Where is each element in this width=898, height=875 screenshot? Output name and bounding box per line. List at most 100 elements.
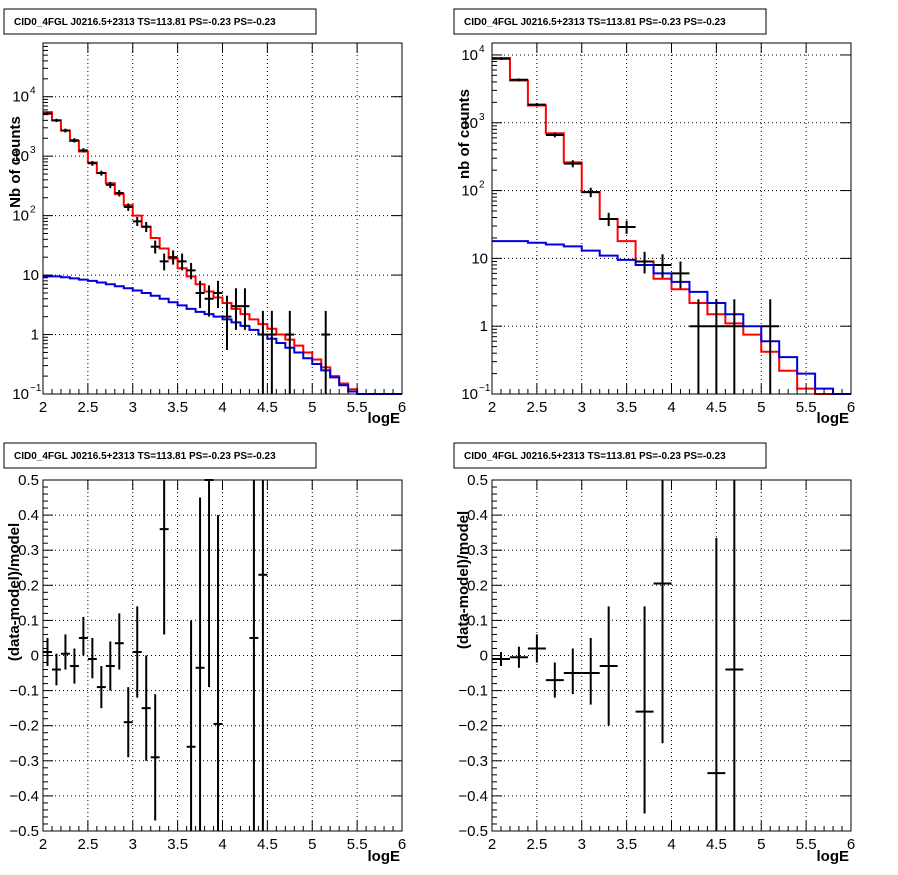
y-tick-label: 10	[22, 267, 39, 284]
y-tick-label: 0.1	[18, 612, 39, 629]
data-point	[213, 515, 223, 831]
panel-title: CID0_4FGL J0216.5+2313 TS=113.81 PS=-0.2…	[464, 17, 726, 28]
grid	[492, 480, 851, 831]
grid	[492, 43, 851, 394]
data-point	[653, 480, 672, 744]
data-point	[195, 280, 205, 308]
data-point	[114, 613, 124, 670]
x-tick-label: 6	[847, 399, 855, 416]
y-tick-label: −0.4	[458, 788, 488, 805]
x-tick-label: 6	[398, 836, 406, 853]
data-point	[186, 262, 196, 280]
data-point	[707, 537, 726, 831]
data-point	[581, 187, 600, 198]
data-point	[150, 240, 160, 254]
x-tick-label: 3	[129, 399, 137, 416]
x-tick-label: 3.5	[616, 836, 637, 853]
data-point	[599, 606, 618, 726]
data-point	[51, 118, 61, 123]
data-point	[87, 160, 97, 166]
model-background-line	[492, 240, 851, 395]
data-point	[492, 651, 510, 667]
data-point	[492, 57, 510, 60]
data-point	[213, 280, 223, 308]
panel-title-box	[3, 442, 317, 469]
x-axis-label: logE	[817, 848, 850, 865]
data-points	[43, 479, 268, 831]
x-tick-label: 5.5	[796, 399, 817, 416]
data-point	[249, 480, 259, 831]
data-point	[285, 310, 295, 394]
data-point	[186, 620, 196, 831]
data-point	[141, 655, 151, 761]
data-point	[509, 78, 528, 82]
y-tick-label: 10	[461, 115, 478, 132]
x-tick-label: 4	[667, 836, 675, 853]
y-tick-exponent: 2	[479, 180, 485, 191]
data-point	[581, 637, 600, 705]
x-tick-label: 5.5	[347, 399, 368, 416]
data-point	[258, 310, 268, 394]
y-tick-label: 0.2	[467, 577, 488, 594]
data-point	[141, 222, 151, 233]
x-tick-label: 5	[308, 836, 316, 853]
x-tick-label: 4.5	[706, 399, 727, 416]
x-tick-label: 2.5	[77, 399, 98, 416]
y-tick-label: 0.5	[467, 472, 488, 489]
y-tick-label: 1	[480, 318, 488, 335]
data-point	[671, 261, 690, 289]
data-point	[258, 480, 268, 831]
data-point	[240, 288, 250, 330]
y-tick-exponent: 4	[30, 86, 36, 97]
data-point	[78, 616, 88, 656]
x-tick-label: 5	[757, 836, 765, 853]
x-tick-label: 3.5	[167, 836, 188, 853]
data-point	[195, 497, 205, 831]
y-tick-label: 0.3	[467, 542, 488, 559]
data-point	[123, 687, 133, 758]
data-point	[159, 480, 169, 635]
model-background-line	[43, 275, 402, 395]
y-tick-label: 10	[12, 386, 29, 403]
y-tick-label: 0.4	[18, 507, 39, 524]
data-point	[150, 694, 160, 821]
panel-title-box	[3, 8, 317, 35]
panel-title-box	[453, 8, 767, 35]
data-point	[51, 653, 61, 686]
panel-title: CID0_4FGL J0216.5+2313 TS=113.81 PS=-0.2…	[464, 451, 726, 462]
y-tick-exponent: −1	[479, 383, 491, 394]
y-axis-label: nb of counts	[456, 89, 473, 179]
y-tick-label: −0.2	[458, 718, 488, 735]
y-tick-label: −0.5	[458, 823, 488, 840]
y-axis-ticks: −0.5 −0.4 −0.3 −0.2 −0.1 0 0.1 0.2 0.3 0.4 0.5	[458, 472, 851, 840]
x-tick-label: 6	[847, 836, 855, 853]
y-tick-exponent: 3	[30, 145, 36, 156]
data-point	[60, 634, 70, 670]
data-point	[527, 103, 546, 107]
y-tick-label: 10	[461, 183, 478, 200]
data-point	[321, 310, 331, 394]
y-tick-label: 10	[12, 89, 29, 106]
data-point	[159, 253, 169, 271]
data-point	[204, 479, 214, 688]
x-axis-ticks: 2 2.5 3 3.5 4 4.5 5 5.5 6	[39, 480, 406, 853]
x-tick-label: 2	[488, 836, 496, 853]
panel-title: CID0_4FGL J0216.5+2313 TS=113.81 PS=-0.2…	[14, 451, 276, 462]
data-point	[43, 637, 52, 667]
x-tick-label: 5	[757, 399, 765, 416]
x-tick-label: 4.5	[706, 836, 727, 853]
x-tick-label: 3.5	[167, 399, 188, 416]
data-point	[105, 181, 115, 189]
data-point	[509, 646, 528, 668]
data-point	[177, 253, 187, 271]
y-axis-label: (data-model)/model	[455, 511, 472, 649]
y-tick-label: 10	[12, 208, 29, 225]
grid	[43, 43, 402, 394]
x-tick-label: 3	[578, 836, 586, 853]
data-point	[689, 299, 708, 394]
x-axis-label: logE	[368, 848, 401, 865]
data-point	[231, 288, 241, 330]
data-point	[563, 648, 582, 695]
